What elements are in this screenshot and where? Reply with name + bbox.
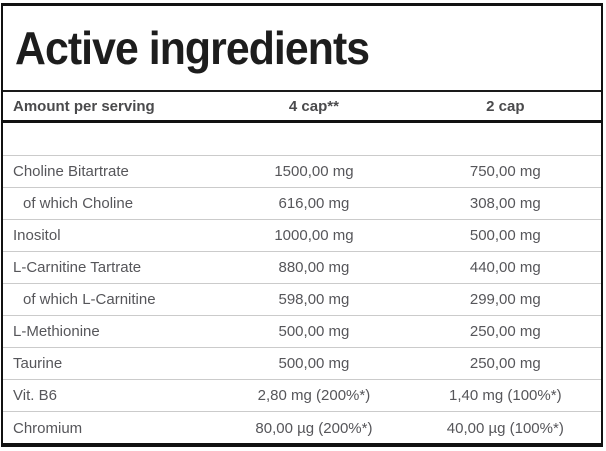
table-row: of which Choline 616,00 mg 308,00 mg [3, 188, 601, 220]
amount-4cap: 1000,00 mg [274, 227, 354, 244]
amount-2cap: 40,00 µg (100%*) [446, 419, 564, 437]
amount-4cap: 598,00 mg [278, 291, 350, 308]
amount-2cap: 250,00 mg [469, 323, 541, 340]
header-4cap: 4 cap** [288, 97, 339, 115]
ingredient-name: Taurine [13, 355, 63, 372]
amount-4cap: 880,00 mg [278, 259, 350, 276]
spacer-row [3, 123, 601, 156]
table-row: L-Carnitine Tartrate 880,00 mg 440,00 mg [3, 252, 601, 284]
amount-2cap: 440,00 mg [469, 259, 541, 276]
ingredient-name: of which L-Carnitine [23, 291, 156, 308]
amount-2cap: 500,00 mg [469, 227, 541, 244]
table-row: Chromium 80,00 µg (200%*) 40,00 µg (100%… [3, 412, 601, 444]
table-row: Vit. B6 2,80 mg (200%*) 1,40 mg (100%*) [3, 380, 601, 412]
amount-4cap: 1500,00 mg [274, 163, 354, 180]
header-amount-per-serving: Amount per serving [13, 97, 155, 115]
amount-2cap: 250,00 mg [469, 355, 541, 372]
amount-4cap: 616,00 mg [278, 195, 350, 212]
amount-4cap: 80,00 µg (200%*) [255, 419, 373, 437]
table-header-row: Amount per serving 4 cap** 2 cap [3, 92, 601, 123]
ingredient-name: Inositol [13, 227, 61, 244]
active-ingredients-panel: Active ingredients Amount per serving 4 … [1, 3, 603, 447]
title-block: Active ingredients [3, 6, 601, 92]
table-row: Inositol 1000,00 mg 500,00 mg [3, 220, 601, 252]
ingredient-name: of which Choline [23, 195, 134, 212]
amount-2cap: 299,00 mg [469, 291, 541, 308]
ingredient-name: Vit. B6 [13, 387, 57, 404]
page-title: Active ingredients [15, 22, 370, 74]
ingredient-name: Chromium [13, 419, 83, 437]
amount-2cap: 1,40 mg (100%*) [449, 387, 562, 404]
amount-2cap: 750,00 mg [469, 163, 541, 180]
ingredient-name: L-Methionine [13, 323, 100, 340]
ingredient-name: L-Carnitine Tartrate [13, 259, 142, 276]
table-row: Taurine 500,00 mg 250,00 mg [3, 348, 601, 380]
header-2cap: 2 cap [486, 97, 525, 115]
table-row: Choline Bitartrate 1500,00 mg 750,00 mg [3, 156, 601, 188]
amount-4cap: 2,80 mg (200%*) [257, 387, 371, 404]
table-row: of which L-Carnitine 598,00 mg 299,00 mg [3, 284, 601, 316]
amount-2cap: 308,00 mg [469, 195, 541, 212]
table-row: L-Methionine 500,00 mg 250,00 mg [3, 316, 601, 348]
amount-4cap: 500,00 mg [278, 323, 350, 340]
ingredient-name: Choline Bitartrate [13, 163, 129, 180]
amount-4cap: 500,00 mg [278, 355, 350, 372]
